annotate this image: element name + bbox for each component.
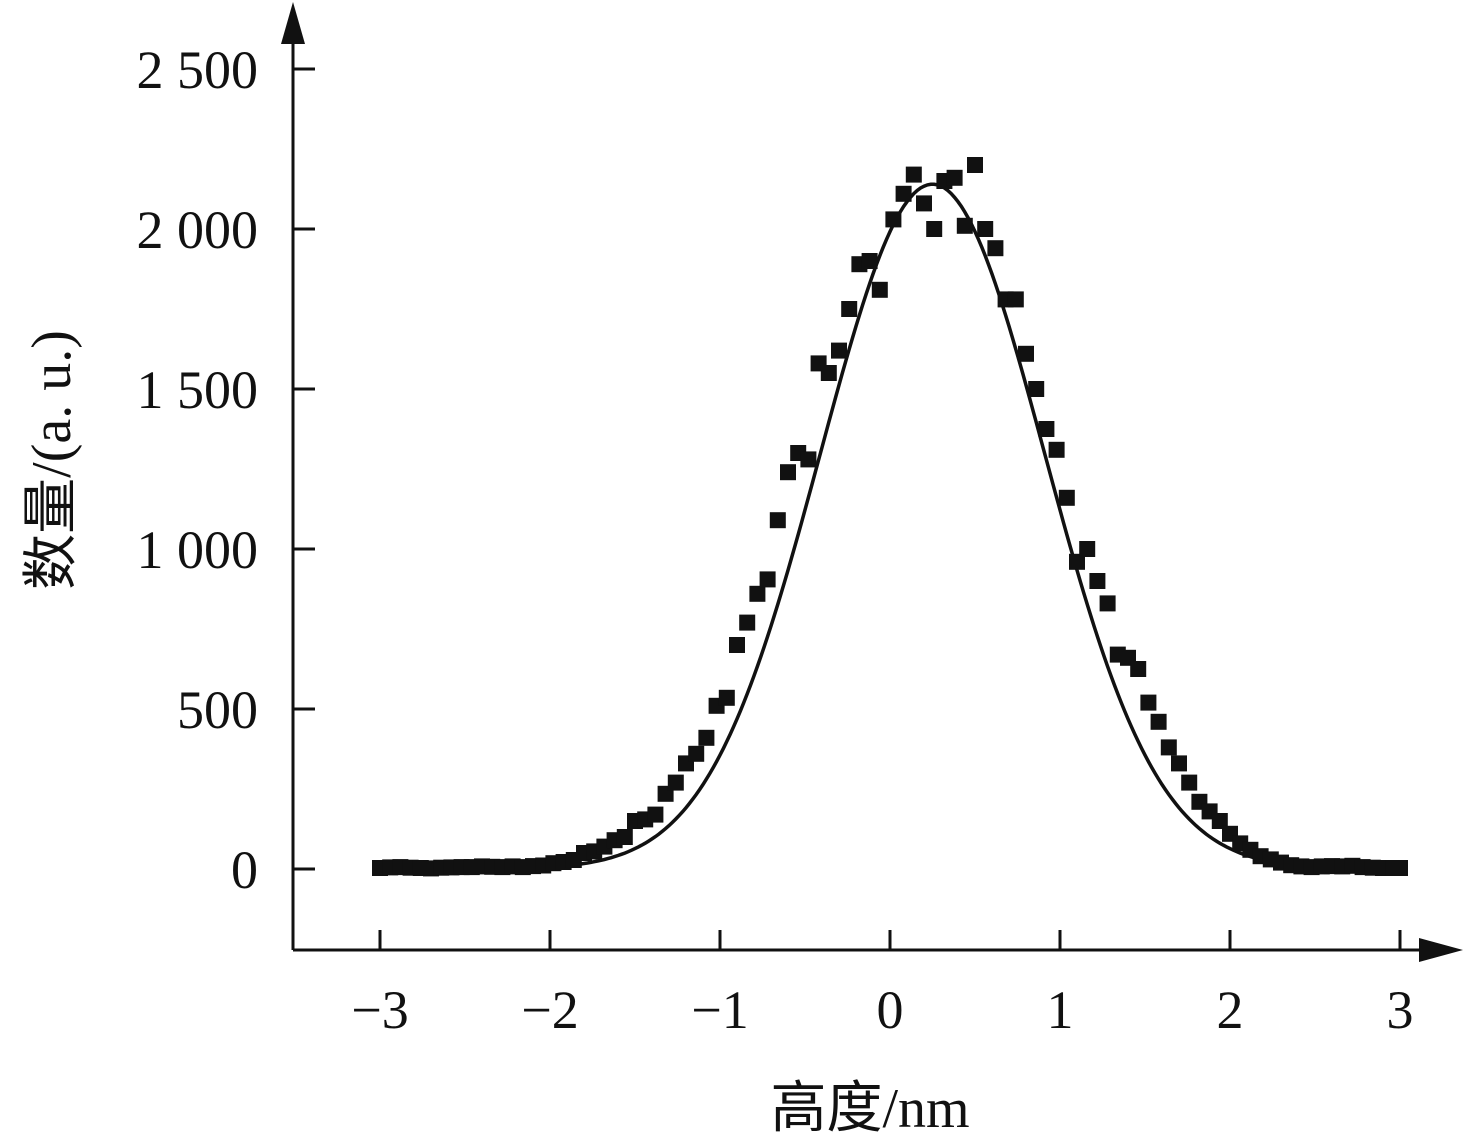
data-point	[1018, 345, 1034, 362]
data-point	[647, 806, 664, 823]
data-point	[729, 637, 745, 653]
x-tick-label: −2	[521, 980, 578, 1040]
data-point	[905, 166, 922, 183]
y-tick-label: 1 500	[137, 360, 259, 420]
x-tick-label: −1	[691, 980, 748, 1040]
data-point	[1130, 661, 1147, 677]
data-point	[800, 451, 817, 468]
y-tick-label: 0	[231, 840, 258, 900]
y-axis-title: 数量/(a. u.)	[21, 330, 83, 590]
axes	[281, 2, 1463, 962]
data-point	[820, 365, 837, 381]
data-point	[1079, 541, 1096, 557]
data-point	[616, 829, 633, 845]
x-axis-arrow	[1419, 938, 1463, 962]
data-point	[759, 571, 776, 588]
x-axis-title: 高度/nm	[770, 1078, 969, 1140]
data-point	[1140, 694, 1157, 711]
data-point	[1181, 774, 1198, 791]
data-point	[1150, 713, 1167, 730]
data-point	[667, 774, 684, 791]
data-point	[698, 729, 715, 746]
data-point	[987, 240, 1004, 257]
data-markers	[372, 157, 1408, 877]
x-tick-label: 2	[1217, 980, 1244, 1040]
data-point	[688, 745, 705, 762]
y-tick-label: 2 000	[137, 200, 259, 260]
data-point	[718, 689, 735, 706]
data-point	[1392, 860, 1408, 876]
data-point	[1099, 595, 1116, 612]
data-point	[780, 464, 796, 481]
data-point	[1211, 813, 1228, 829]
data-point	[871, 281, 888, 298]
y-tick-label: 500	[177, 680, 258, 740]
data-point	[769, 512, 786, 529]
data-point	[885, 211, 902, 228]
plot-area	[372, 157, 1408, 877]
data-point	[1171, 755, 1187, 772]
data-point	[831, 342, 847, 359]
data-point	[1048, 441, 1065, 458]
data-point	[1028, 381, 1045, 397]
x-ticks: −3 −2 −1 0 1 2 3	[351, 930, 1414, 1040]
y-axis-arrow	[281, 2, 305, 44]
data-point	[841, 301, 858, 317]
data-point	[749, 585, 766, 602]
data-point	[926, 221, 943, 237]
data-point	[1069, 553, 1085, 570]
y-tick-label: 2 500	[137, 40, 259, 100]
gaussian-fit-curve	[380, 182, 1400, 871]
data-point	[1160, 739, 1177, 756]
data-point	[956, 217, 973, 234]
x-tick-label: −3	[351, 980, 408, 1040]
x-tick-label: 0	[877, 980, 904, 1040]
data-point	[946, 169, 963, 186]
data-point	[861, 253, 878, 269]
data-point	[1058, 489, 1075, 506]
data-point	[916, 195, 932, 212]
x-tick-label: 3	[1387, 980, 1414, 1040]
y-tick-label: 1 000	[137, 520, 259, 580]
data-point	[739, 614, 756, 631]
y-ticks: 0 500 1 000 1 500 2 000 2 500	[137, 40, 315, 900]
data-point	[895, 185, 912, 202]
data-point	[1007, 291, 1024, 308]
data-point	[967, 157, 983, 173]
data-point	[977, 221, 994, 237]
data-point	[1089, 573, 1106, 589]
x-tick-label: 1	[1047, 980, 1074, 1040]
data-point	[1038, 421, 1055, 437]
